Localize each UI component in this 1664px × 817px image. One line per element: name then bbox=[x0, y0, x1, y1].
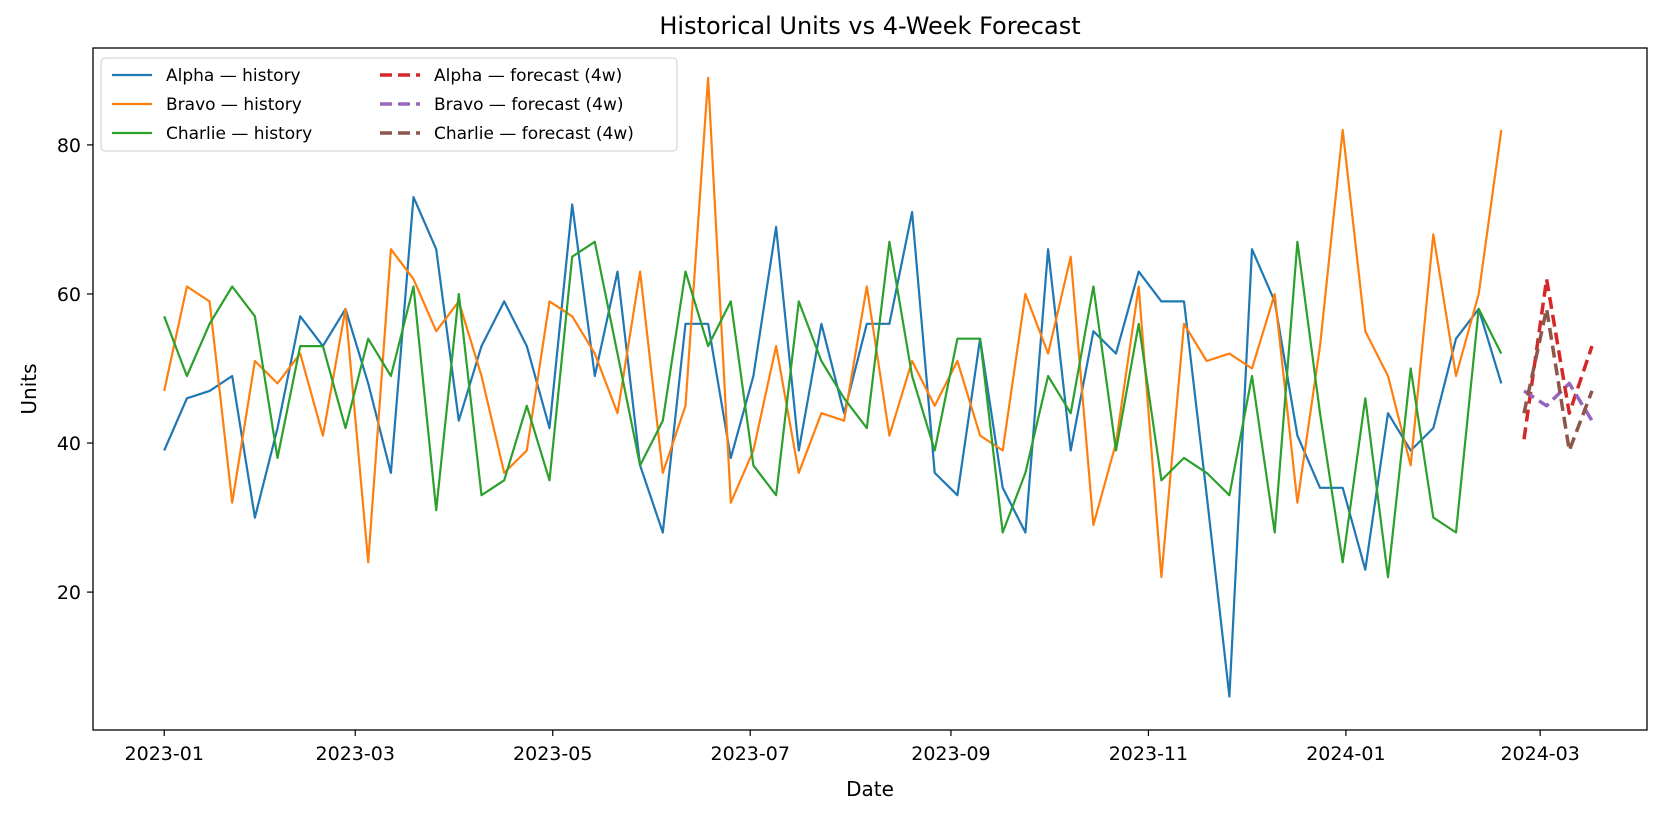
series-line-charlie-history bbox=[163, 240, 1503, 579]
x-tick-label: 2024-01 bbox=[1306, 743, 1385, 765]
x-tick-label: 2024-03 bbox=[1500, 743, 1579, 765]
legend-label-bravo-forecast-4w: Bravo — forecast (4w) bbox=[434, 95, 623, 115]
y-tick-label: 80 bbox=[57, 135, 81, 157]
plot-lines bbox=[163, 76, 1594, 698]
x-tick-label: 2023-03 bbox=[316, 743, 395, 765]
x-tick-label: 2023-11 bbox=[1109, 743, 1188, 765]
y-tick-label: 40 bbox=[57, 433, 81, 455]
series-line-bravo-forecast-4w bbox=[1523, 381, 1594, 422]
legend-label-alpha-forecast-4w: Alpha — forecast (4w) bbox=[434, 66, 622, 86]
x-tick-label: 2023-01 bbox=[125, 743, 204, 765]
y-tick-label: 20 bbox=[57, 582, 81, 604]
y-tick-label: 60 bbox=[57, 284, 81, 306]
y-axis-label: Units bbox=[17, 363, 41, 414]
x-tick-label: 2023-05 bbox=[513, 743, 592, 765]
legend-label-alpha-history: Alpha — history bbox=[166, 66, 301, 86]
x-tick-label: 2023-07 bbox=[711, 743, 790, 765]
x-axis: 2023-01 2023-03 2023-05 2023-07 2023-09 2023-… bbox=[125, 730, 1580, 765]
y-axis: 20 40 60 80 bbox=[57, 135, 93, 604]
legend-label-charlie-forecast-4w: Charlie — forecast (4w) bbox=[434, 124, 634, 144]
plot-frame bbox=[92, 47, 1648, 731]
legend: Alpha — history Bravo — history Charlie — … bbox=[100, 57, 678, 152]
legend-label-charlie-history: Charlie — history bbox=[166, 124, 312, 144]
x-tick-label: 2023-09 bbox=[911, 743, 990, 765]
x-axis-label: Date bbox=[846, 777, 894, 801]
series-line-bravo-history bbox=[163, 76, 1503, 579]
legend-label-bravo-history: Bravo — history bbox=[166, 95, 302, 115]
chart-title: Historical Units vs 4-Week Forecast bbox=[659, 12, 1080, 40]
